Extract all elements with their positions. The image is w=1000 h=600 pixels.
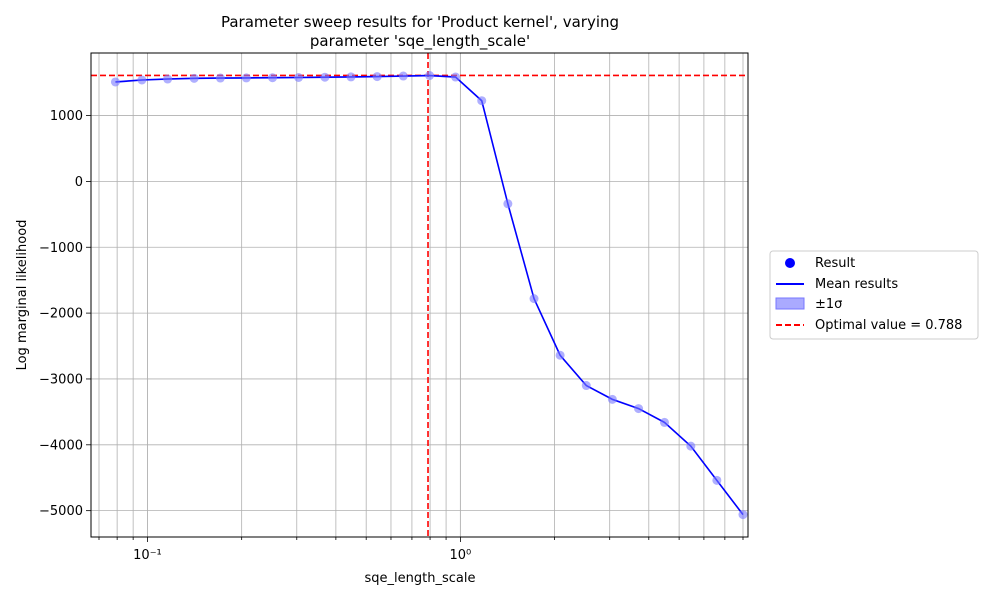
result-point <box>529 294 539 304</box>
result-point <box>477 96 487 106</box>
result-point <box>163 74 173 84</box>
result-point <box>241 73 251 83</box>
x-axis-label: sqe_length_scale <box>365 571 476 586</box>
y-axis-label: Log marginal likelihood <box>15 220 30 371</box>
chart-title-line1: Parameter sweep results for 'Product ker… <box>221 13 619 31</box>
y-tick-label: −1000 <box>39 241 83 256</box>
y-tick-label: 0 <box>75 175 83 190</box>
legend-mean-label: Mean results <box>815 277 898 292</box>
result-point <box>189 73 199 83</box>
result-point <box>110 77 120 87</box>
result-markers <box>110 71 748 520</box>
result-point <box>268 73 278 83</box>
legend: Result Mean results ±1σ Optimal value = … <box>769 250 979 340</box>
grid <box>91 53 748 537</box>
y-tick-label: −2000 <box>39 307 83 322</box>
result-point <box>555 350 565 360</box>
result-point <box>294 72 304 82</box>
legend-band-swatch <box>775 297 805 310</box>
result-point <box>372 72 382 82</box>
result-point <box>215 73 225 83</box>
result-point <box>346 72 356 82</box>
x-tick-label: 10⁰ <box>450 548 472 563</box>
result-point <box>686 441 696 451</box>
x-tick-label: 10⁻¹ <box>133 548 162 563</box>
plot-frame <box>90 52 749 538</box>
result-point <box>607 394 617 404</box>
result-point <box>581 381 591 391</box>
y-tick-label: 1000 <box>50 109 83 124</box>
result-point <box>137 75 147 85</box>
legend-optimal-label: Optimal value = 0.788 <box>815 318 962 333</box>
legend-result-label: Result <box>815 256 855 271</box>
y-ticks: 1000 0 −1000 −2000 −3000 −4000 −5000 <box>39 109 91 519</box>
optimal-lines <box>91 53 748 537</box>
y-tick-label: −4000 <box>39 438 83 453</box>
y-tick-label: −5000 <box>39 504 83 519</box>
result-point <box>712 475 722 485</box>
result-point <box>738 510 748 520</box>
result-point <box>634 404 644 414</box>
legend-frame <box>769 250 979 340</box>
y-tick-label: −3000 <box>39 372 83 387</box>
result-point <box>660 417 670 427</box>
x-ticks: 10⁻¹ 10⁰ <box>98 537 744 563</box>
result-point <box>503 199 513 209</box>
result-point <box>425 71 435 81</box>
chart-title-line2: parameter 'sqe_length_scale' <box>310 32 530 51</box>
result-point <box>320 72 330 82</box>
result-point <box>398 71 408 81</box>
legend-band-label: ±1σ <box>815 297 842 312</box>
result-point <box>451 72 461 82</box>
legend-result-marker <box>785 258 795 268</box>
